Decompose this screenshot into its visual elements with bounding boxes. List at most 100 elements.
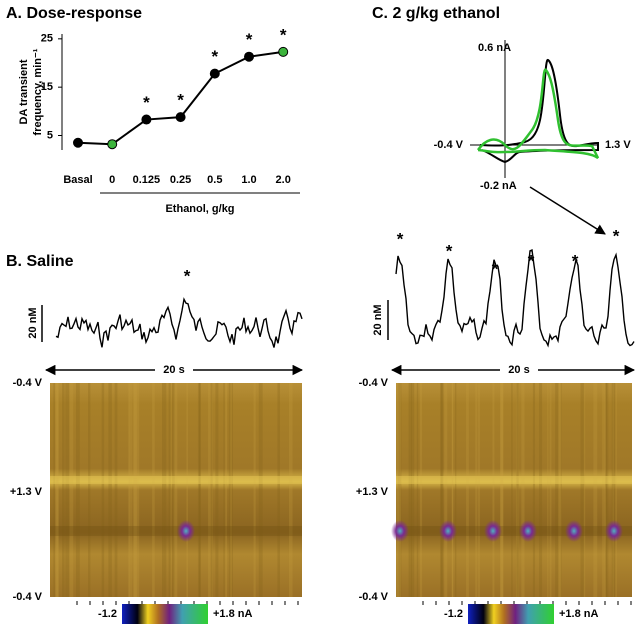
streak: [612, 383, 614, 597]
x-axis-label: Ethanol, g/kg: [165, 203, 234, 215]
point: [209, 68, 220, 79]
significance: *: [143, 93, 150, 112]
streak: [593, 383, 598, 597]
label-bg: [500, 362, 538, 378]
spot: [605, 520, 623, 542]
cv-label: 1.3 V: [605, 139, 631, 151]
streak: [128, 383, 130, 597]
streak: [444, 383, 448, 597]
significance: *: [280, 25, 287, 44]
streak: [532, 383, 536, 597]
streak: [499, 383, 504, 597]
band: [50, 476, 302, 484]
streak: [475, 383, 478, 597]
streak: [210, 383, 213, 597]
streak: [129, 383, 133, 597]
x-tick-label: Basal: [63, 174, 92, 186]
streak: [164, 383, 167, 597]
significance: *: [211, 47, 218, 66]
streak: [452, 383, 454, 597]
potential-label: -0.4 V: [359, 591, 389, 603]
streak: [500, 383, 504, 597]
band: [396, 476, 632, 484]
streak: [411, 383, 415, 597]
scale-label: 20 s: [508, 364, 529, 376]
streak: [172, 383, 174, 597]
spot: [391, 520, 409, 542]
scale-label: 20 s: [163, 364, 184, 376]
streak: [152, 383, 155, 597]
panel-title: A. Dose-response: [6, 5, 142, 22]
streak: [397, 383, 401, 597]
streak: [199, 383, 201, 597]
streak: [408, 383, 412, 597]
streak: [440, 383, 444, 597]
streak: [230, 383, 232, 597]
colorbar-label: +1.8 nA: [213, 608, 252, 620]
cv-label: 0.6 nA: [478, 42, 511, 54]
potential-label: +1.3 V: [356, 486, 389, 498]
spot: [565, 520, 583, 542]
streak: [62, 383, 65, 597]
streak: [225, 383, 228, 597]
streak: [580, 383, 585, 597]
color-plot: [396, 383, 632, 597]
streak: [136, 383, 140, 597]
label-bg: [155, 362, 193, 378]
streak: [451, 383, 453, 597]
streak: [539, 383, 543, 597]
band: [396, 526, 632, 536]
streak: [466, 383, 469, 597]
streak: [516, 383, 519, 597]
streak: [69, 383, 74, 597]
y-axis-label: frequency, min⁻¹: [32, 48, 44, 135]
point: [141, 114, 152, 125]
streak: [492, 383, 495, 597]
band: [50, 526, 302, 536]
spot: [439, 520, 457, 542]
streak: [396, 383, 400, 597]
x-tick-label: 0: [109, 174, 115, 186]
streak: [211, 383, 213, 597]
streak: [215, 383, 219, 597]
streak: [555, 383, 559, 597]
streak: [53, 383, 55, 597]
streak: [615, 383, 617, 597]
spot: [177, 520, 195, 542]
streak: [416, 383, 419, 597]
streak: [602, 383, 604, 597]
streak: [511, 383, 513, 597]
streak: [75, 383, 80, 597]
streak: [56, 383, 59, 597]
streak: [549, 383, 552, 597]
significance: *: [246, 30, 253, 49]
streak: [253, 383, 256, 597]
potential-label: -0.4 V: [13, 591, 43, 603]
colorbar: [468, 604, 554, 624]
point: [73, 137, 83, 148]
streak: [88, 383, 91, 597]
arrow: [529, 186, 606, 235]
potential-label: -0.4 V: [359, 377, 389, 389]
streak: [197, 383, 201, 597]
point: [244, 51, 254, 62]
streak: [55, 383, 59, 597]
streak: [547, 383, 549, 597]
streak: [101, 383, 105, 597]
streak: [162, 383, 165, 597]
streak: [258, 383, 263, 597]
streak: [133, 383, 138, 597]
star: *: [397, 229, 404, 248]
trace: [55, 297, 303, 348]
y-tick-label: 5: [47, 129, 53, 141]
cv-trace: [476, 68, 600, 160]
streak: [611, 383, 616, 597]
x-tick-label: 1.0: [241, 174, 256, 186]
streak: [277, 383, 280, 597]
x-tick-label: 0.25: [170, 174, 191, 186]
streak: [114, 383, 118, 597]
color-plot: [50, 383, 302, 597]
star: *: [184, 266, 191, 285]
point: [175, 112, 186, 123]
